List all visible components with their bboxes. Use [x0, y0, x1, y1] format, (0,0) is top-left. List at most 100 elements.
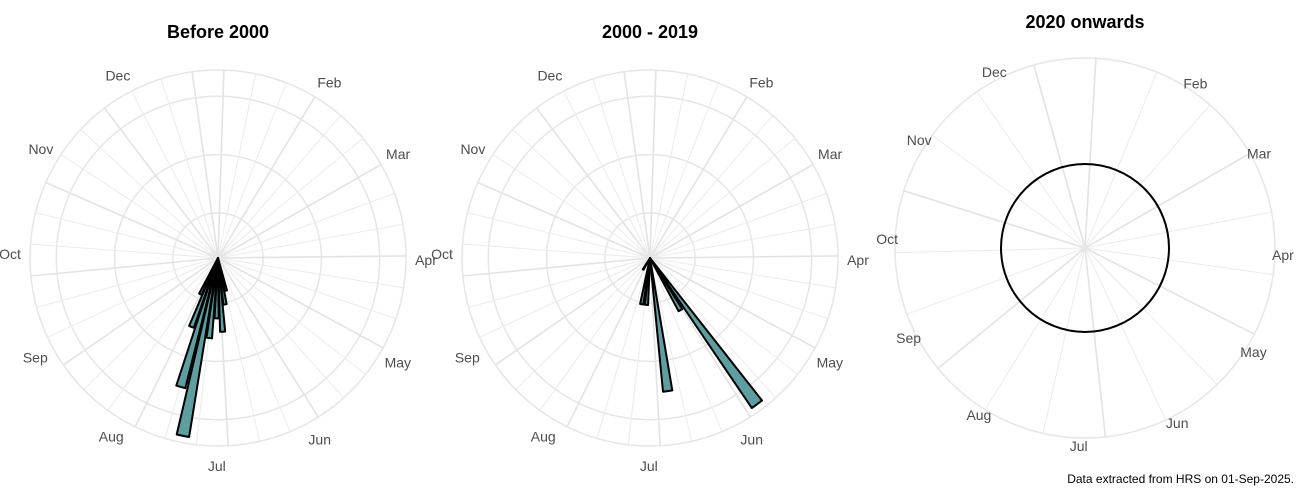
panel-2020-onwards: 2020 onwards Dec Feb Mar Apr May Jun Jul Aug Sep O… [876, 12, 1294, 454]
grid-spoke [217, 223, 403, 259]
grid-ring-2 [545, 153, 755, 363]
data-source-caption: Data extracted from HRS on 01-Sep-2025. [1067, 472, 1294, 486]
grid-spoke [217, 257, 397, 320]
grid-spoke [649, 257, 723, 432]
panel-title: 2020 onwards [1025, 12, 1144, 32]
month-label-dec: Dec [982, 64, 1007, 80]
grid-spoke [649, 223, 835, 259]
grid-spoke [477, 181, 651, 259]
grid-spoke [479, 257, 651, 338]
grid-spoke [1033, 64, 1086, 249]
grid-spoke [984, 247, 1086, 410]
bar-jun-23 [649, 257, 674, 393]
grid-spoke [539, 257, 651, 411]
panel-before-2000: Before 2000 Feb Mar Apr May Jun Jul Aug Sep Oct No… [0, 22, 437, 474]
grid-spoke [217, 82, 287, 259]
grid-spoke [649, 96, 748, 259]
month-label-sep: Sep [896, 330, 921, 346]
grid-spoke [1084, 247, 1218, 385]
grid-spoke [217, 70, 225, 259]
grid-spoke [217, 257, 319, 418]
bar-jun-27 [217, 257, 227, 333]
grid-spoke [60, 154, 219, 259]
month-label-sep: Sep [455, 349, 480, 365]
panel-title: 2000 - 2019 [602, 22, 698, 42]
grid-spoke [649, 255, 839, 259]
bar-aug-1 [641, 257, 651, 271]
month-label-dec: Dec [105, 68, 130, 84]
panel-title: Before 2000 [167, 22, 269, 42]
grid-spoke [1084, 247, 1167, 421]
grid-spoke [649, 257, 661, 446]
grid-spoke [36, 257, 219, 308]
month-label-jul: Jul [208, 458, 226, 474]
grid-spoke [931, 134, 1086, 249]
grid-spoke [515, 257, 651, 390]
grid-spoke [1042, 247, 1086, 434]
grid-spoke [131, 90, 219, 259]
grid-spoke [35, 212, 219, 259]
month-label-nov: Nov [28, 141, 53, 157]
grid-spoke [217, 163, 382, 259]
grid-ring-4 [461, 69, 839, 447]
month-label-nov: Nov [907, 132, 932, 148]
month-label-oct: Oct [431, 246, 453, 262]
month-label-mar: Mar [386, 146, 410, 162]
grid-spoke [1084, 211, 1272, 249]
bar-jul-11 [639, 257, 651, 306]
grid-spoke [895, 247, 1086, 254]
month-label-may: May [385, 355, 411, 371]
grid-spoke [217, 96, 316, 259]
grid-spoke [535, 107, 651, 259]
month-label-apr: Apr [415, 252, 437, 268]
grid-spoke [217, 192, 395, 259]
grid-spoke [1084, 247, 1274, 276]
grid-spoke [191, 71, 219, 259]
grid-spoke [30, 243, 219, 259]
grid-spoke [937, 247, 1086, 370]
grid-ring-4 [29, 69, 407, 447]
bar-may-25 [649, 257, 763, 409]
grid-spoke [596, 257, 651, 439]
grid-spoke [592, 78, 651, 259]
grid-spoke [160, 78, 219, 259]
grid-spoke [62, 257, 219, 366]
grid-spoke [976, 91, 1086, 249]
grid-spoke [1084, 58, 1097, 249]
month-label-aug: Aug [966, 407, 991, 423]
grid-spoke [217, 73, 257, 259]
month-label-aug: Aug [99, 429, 124, 445]
grid-spoke [649, 257, 829, 320]
grid-spoke [566, 257, 651, 428]
grid-spoke [217, 257, 291, 432]
grid-ring-3 [55, 95, 381, 421]
grid-spoke [649, 257, 777, 399]
grid-spoke [649, 257, 798, 375]
grid-spoke [80, 129, 219, 259]
month-label-feb: Feb [317, 74, 341, 90]
grid-ring-2 [894, 57, 1276, 439]
grid-spoke [1084, 247, 1107, 437]
grid-spoke [217, 257, 384, 349]
month-label-may: May [817, 355, 843, 371]
grid-spoke [1084, 152, 1251, 249]
grid-spoke [217, 255, 407, 259]
grid-spoke [649, 163, 814, 259]
month-label-jun: Jun [740, 431, 763, 447]
grid-spoke [649, 137, 796, 259]
grid-spoke [649, 192, 827, 259]
grid-spoke [563, 90, 651, 259]
month-label-aug: Aug [531, 429, 556, 445]
month-label-jul: Jul [1070, 438, 1088, 454]
grid-spoke [649, 73, 689, 259]
grid-spoke [649, 115, 773, 259]
grid-spoke [83, 257, 219, 390]
grid-spoke [649, 257, 693, 442]
month-label-oct: Oct [876, 231, 898, 247]
grid-spoke [1084, 104, 1211, 249]
month-label-jun: Jun [308, 431, 331, 447]
month-label-feb: Feb [1183, 76, 1207, 92]
grid-spoke [649, 257, 816, 349]
grid-spoke [217, 257, 345, 399]
